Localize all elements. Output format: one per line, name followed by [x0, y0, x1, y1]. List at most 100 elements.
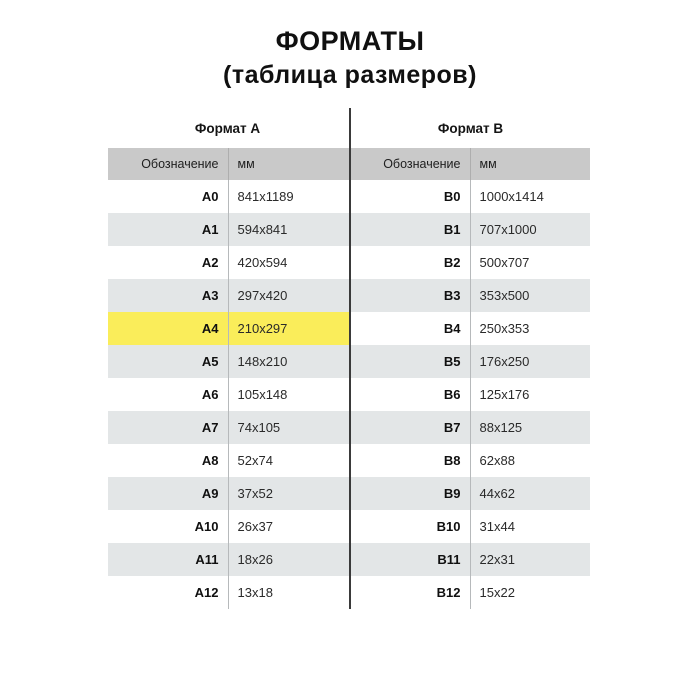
table-row: B8 62x88: [350, 444, 590, 477]
center-divider: [349, 108, 351, 609]
table-row: A12 13x18: [108, 576, 350, 609]
row-size-b11: 22x31: [470, 543, 590, 576]
row-code-a5: A5: [108, 345, 229, 378]
table-row: A8 52x74: [108, 444, 350, 477]
title-main-line: ФОРМАТЫ: [275, 26, 425, 56]
row-size-b2: 500x707: [470, 246, 590, 279]
table-row: A2 420x594: [108, 246, 350, 279]
row-size-b10: 31x44: [470, 510, 590, 543]
table-row: B3 353x500: [350, 279, 590, 312]
row-code-b1: B1: [350, 213, 471, 246]
row-code-a11: A11: [108, 543, 229, 576]
row-size-b6: 125x176: [470, 378, 590, 411]
table-row: A1 594x841: [108, 213, 350, 246]
row-size-b12: 15x22: [470, 576, 590, 609]
row-size-b5: 176x250: [470, 345, 590, 378]
formats-table: Формат А Формат В Обозначение мм A0 841x1…: [108, 108, 590, 699]
row-size-b3: 353x500: [470, 279, 590, 312]
format-b-header-row: Обозначение мм: [350, 148, 590, 180]
row-code-a9: A9: [108, 477, 229, 510]
row-size-b0: 1000x1414: [470, 180, 590, 213]
row-size-b9: 44x62: [470, 477, 590, 510]
page-title: ФОРМАТЫ (таблица размеров): [0, 24, 700, 91]
format-b-half: Обозначение мм B0 1000x1414 B1 707x1000 B2 50…: [350, 148, 590, 609]
format-b-table: Обозначение мм B0 1000x1414 B1 707x1000 B2 50…: [350, 148, 590, 609]
format-a-table: Обозначение мм A0 841x1189 A1 594x841 A2 420x…: [108, 148, 350, 609]
table-row: B9 44x62: [350, 477, 590, 510]
row-size-b7: 88x125: [470, 411, 590, 444]
row-code-a8: A8: [108, 444, 229, 477]
row-size-a2: 420x594: [228, 246, 350, 279]
row-code-a3: A3: [108, 279, 229, 312]
format-a-half: Обозначение мм A0 841x1189 A1 594x841 A2 420x…: [108, 148, 350, 609]
row-code-a12: A12: [108, 576, 229, 609]
table-row: A11 18x26: [108, 543, 350, 576]
row-code-b0: B0: [350, 180, 471, 213]
table-row: B2 500x707: [350, 246, 590, 279]
table-row: A0 841x1189: [108, 180, 350, 213]
format-a-header-row: Обозначение мм: [108, 148, 350, 180]
format-b-thead: Обозначение мм: [350, 148, 590, 180]
table-row: B6 125x176: [350, 378, 590, 411]
format-b-header-mm: мм: [470, 148, 590, 180]
row-code-b8: B8: [350, 444, 471, 477]
row-size-a11: 18x26: [228, 543, 350, 576]
row-size-a9: 37x52: [228, 477, 350, 510]
row-size-b1: 707x1000: [470, 213, 590, 246]
table-row: A6 105x148: [108, 378, 350, 411]
row-size-a3: 297x420: [228, 279, 350, 312]
table-row: B4 250x353: [350, 312, 590, 345]
title-subtitle-line: (таблица размеров): [223, 60, 477, 89]
table-row: B10 31x44: [350, 510, 590, 543]
row-size-a6: 105x148: [228, 378, 350, 411]
row-code-a0: A0: [108, 180, 229, 213]
table-row: A9 37x52: [108, 477, 350, 510]
table-row: A3 297x420: [108, 279, 350, 312]
row-size-b4: 250x353: [470, 312, 590, 345]
row-size-a7: 74x105: [228, 411, 350, 444]
format-a-header-mm: мм: [228, 148, 350, 180]
table-tail-space: [108, 609, 590, 699]
format-a-thead: Обозначение мм: [108, 148, 350, 180]
row-code-a6: A6: [108, 378, 229, 411]
format-b-header-code: Обозначение: [350, 148, 471, 180]
row-code-a7: A7: [108, 411, 229, 444]
table-row: B0 1000x1414: [350, 180, 590, 213]
row-size-a5: 148x210: [228, 345, 350, 378]
table-row: B12 15x22: [350, 576, 590, 609]
section-captions-row: Формат А Формат В: [108, 108, 590, 148]
row-code-a4: A4: [108, 312, 229, 345]
format-a-header-code: Обозначение: [108, 148, 229, 180]
row-size-a1: 594x841: [228, 213, 350, 246]
row-code-b5: B5: [350, 345, 471, 378]
row-code-a2: A2: [108, 246, 229, 279]
row-code-b4: B4: [350, 312, 471, 345]
table-row: A10 26x37: [108, 510, 350, 543]
row-size-b8: 62x88: [470, 444, 590, 477]
row-code-b3: B3: [350, 279, 471, 312]
table-row: B1 707x1000: [350, 213, 590, 246]
row-size-a10: 26x37: [228, 510, 350, 543]
formats-grid: Обозначение мм A0 841x1189 A1 594x841 A2 420x…: [108, 108, 590, 609]
format-b-tbody: B0 1000x1414 B1 707x1000 B2 500x707 B3 353x500 B…: [350, 180, 590, 609]
table-row: A5 148x210: [108, 345, 350, 378]
table-row: A7 74x105: [108, 411, 350, 444]
row-code-b2: B2: [350, 246, 471, 279]
table-row: A4 210x297: [108, 312, 350, 345]
row-size-a8: 52x74: [228, 444, 350, 477]
row-size-a4: 210x297: [228, 312, 350, 345]
row-code-a1: A1: [108, 213, 229, 246]
table-row: B5 176x250: [350, 345, 590, 378]
row-code-b9: B9: [350, 477, 471, 510]
row-code-b12: B12: [350, 576, 471, 609]
row-code-b11: B11: [350, 543, 471, 576]
table-row: B7 88x125: [350, 411, 590, 444]
format-a-tbody: A0 841x1189 A1 594x841 A2 420x594 A3 297x420 A4 2…: [108, 180, 350, 609]
row-code-b6: B6: [350, 378, 471, 411]
table-row: B11 22x31: [350, 543, 590, 576]
row-size-a12: 13x18: [228, 576, 350, 609]
section-caption-format-a: Формат А: [194, 120, 261, 136]
row-code-b7: B7: [350, 411, 471, 444]
row-size-a0: 841x1189: [228, 180, 350, 213]
